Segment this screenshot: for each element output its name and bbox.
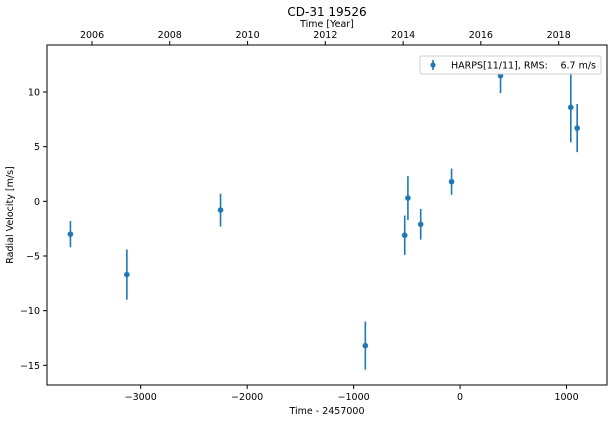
data-point	[574, 125, 580, 131]
data-point	[405, 195, 411, 201]
data-point	[401, 232, 408, 239]
y-tick-label: −15	[20, 361, 40, 372]
x-tick-label: −2000	[231, 392, 263, 403]
plot-frame	[46, 44, 608, 386]
top-tick-label: 2012	[313, 30, 337, 41]
data-point	[362, 342, 369, 349]
data-point	[67, 231, 74, 237]
top-tick-label: 2016	[469, 30, 493, 41]
x-axis-label: Time - 2457000	[288, 406, 364, 417]
chart-title: CD-31 19526	[287, 5, 366, 19]
top-tick-label: 2010	[235, 30, 259, 41]
legend: HARPS[11/11], RMS: 6.7 m/s	[419, 55, 602, 75]
y-tick-label: −5	[26, 251, 40, 262]
y-tick-label: 5	[34, 142, 40, 153]
legend-series-name: HARPS[11/11], RMS:	[451, 61, 548, 72]
data-point	[417, 221, 424, 228]
data-point	[124, 271, 130, 278]
top-tick-label: 2006	[80, 30, 104, 41]
x-tick-label: −3000	[125, 392, 157, 403]
x-tick-label: 0	[457, 392, 463, 403]
legend-rms-value: 6.7 m/s	[560, 61, 596, 72]
y-tick-label: 10	[28, 88, 40, 99]
data-points	[67, 58, 580, 370]
data-point	[568, 104, 574, 111]
legend-point	[430, 62, 436, 68]
top-tick-label: 2018	[547, 30, 571, 41]
y-axis-label: Radial Velocity [m/s]	[5, 166, 16, 263]
top-tick-label: 2008	[158, 30, 182, 41]
y-tick-label: 0	[34, 197, 40, 208]
top-tick-label: 2014	[391, 30, 415, 41]
legend-marker	[430, 60, 436, 70]
x-tick-label: −1000	[338, 392, 370, 403]
data-point	[448, 178, 455, 185]
x-tick-label: 1000	[554, 392, 578, 403]
legend-box	[419, 55, 602, 75]
top-axis-label: Time [Year]	[299, 19, 354, 30]
data-point	[217, 207, 224, 213]
y-tick-label: −10	[20, 306, 40, 317]
axis-ticks: −3000 −2000 −1000 0 1000 −15 −10 −5 0 5 10 2006 2008…	[20, 30, 579, 403]
